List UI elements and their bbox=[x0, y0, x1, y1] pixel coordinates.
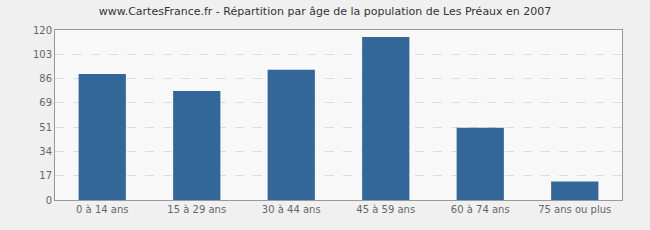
svg-text:30 à 44 ans: 30 à 44 ans bbox=[262, 204, 321, 215]
svg-text:www.CartesFrance.fr - Répartit: www.CartesFrance.fr - Répartition par âg… bbox=[99, 5, 552, 18]
svg-text:0 à 14 ans: 0 à 14 ans bbox=[76, 204, 128, 215]
svg-text:45 à 59 ans: 45 à 59 ans bbox=[356, 204, 415, 215]
svg-text:60 à 74 ans: 60 à 74 ans bbox=[451, 204, 510, 215]
svg-text:17: 17 bbox=[39, 170, 52, 181]
svg-text:15 à 29 ans: 15 à 29 ans bbox=[167, 204, 226, 215]
svg-text:86: 86 bbox=[39, 73, 52, 84]
svg-text:69: 69 bbox=[39, 97, 52, 108]
svg-text:75 ans ou plus: 75 ans ou plus bbox=[538, 204, 611, 215]
svg-text:0: 0 bbox=[46, 195, 52, 206]
svg-text:51: 51 bbox=[39, 122, 52, 133]
svg-text:34: 34 bbox=[39, 146, 52, 157]
svg-text:103: 103 bbox=[33, 49, 52, 60]
svg-text:120: 120 bbox=[33, 25, 52, 36]
